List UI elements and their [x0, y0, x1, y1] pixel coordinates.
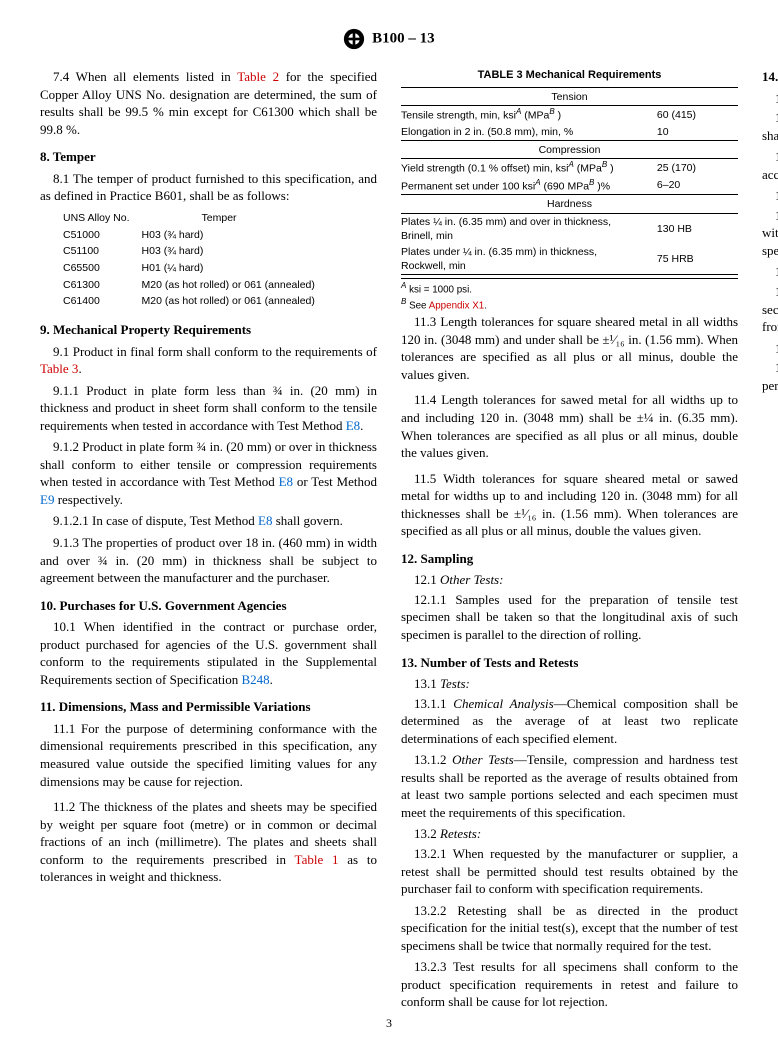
- ref-e8-2: E8: [279, 474, 293, 489]
- para-9-1-1: 9.1.1 Product in plate form less than ¾ …: [40, 382, 377, 435]
- page-header: B100 – 13: [40, 28, 738, 50]
- standard-number: B100 – 13: [372, 30, 435, 46]
- para-14-4-1: 14.4.1 The test specimen shall be of a s…: [762, 359, 778, 394]
- ref-e9: E9: [40, 492, 54, 507]
- table-3-footnotes: A ksi = 1000 psi. B See Appendix X1.: [401, 278, 738, 313]
- para-14-1-1: 14.1.1 Preparation of the test specimen …: [762, 109, 778, 144]
- para-10-1: 10.1 When identified in the contract or …: [40, 618, 377, 688]
- para-9-1: 9.1 Product in final form shall conform …: [40, 343, 377, 378]
- ref-e8-3: E8: [258, 513, 272, 528]
- para-9-1-3: 9.1.3 The properties of product over 18 …: [40, 534, 377, 587]
- astm-logo-icon: [343, 28, 365, 50]
- para-13-2-3: 13.2.3 Test results for all specimens sh…: [401, 958, 738, 1011]
- ref-appendix-x1: Appendix X1: [429, 301, 485, 312]
- para-9-1-2-1: 9.1.2.1 In case of dispute, Test Method …: [40, 512, 377, 530]
- section-8-head: 8. Temper: [40, 148, 377, 166]
- ref-e8-1: E8: [346, 418, 360, 433]
- para-13-1-1: 13.1.1 Chemical Analysis—Chemical compos…: [401, 695, 738, 748]
- para-8-1: 8.1 The temper of product furnished to t…: [40, 170, 377, 205]
- para-14-2-1: 14.2.1 The test specimens shall be prepa…: [762, 207, 778, 260]
- ref-b248: B248: [241, 672, 269, 687]
- ref-table2: Table 2: [237, 69, 279, 84]
- ref-table3: Table 3: [40, 361, 78, 376]
- para-12-1-1: 12.1.1 Samples used for the preparation …: [401, 591, 738, 644]
- para-7-4: 7.4 When all elements listed in Table 2 …: [40, 68, 377, 138]
- ref-table1: Table 1: [295, 852, 339, 867]
- section-11-head: 11. Dimensions, Mass and Permissible Var…: [40, 698, 377, 716]
- para-13-2-2: 13.2.2 Retesting shall be as directed in…: [401, 902, 738, 955]
- table-3-title: TABLE 3 Mechanical Requirements: [401, 68, 738, 83]
- para-13-2: 13.2 Retests:: [414, 825, 738, 843]
- para-11-1: 11.1 For the purpose of determining conf…: [40, 720, 377, 790]
- section-12-head: 12. Sampling: [401, 550, 738, 568]
- para-14-1-2: 14.1.2 In case of dispute, the sample pr…: [762, 148, 778, 183]
- para-11-2: 11.2 The thickness of the plates and she…: [40, 798, 377, 886]
- section-13-head: 13. Number of Tests and Retests: [401, 654, 738, 672]
- page-number: 3: [0, 1015, 778, 1031]
- table-3: TABLE 3 Mechanical Requirements Tension …: [401, 68, 738, 313]
- section-14-head: 14. Specimen Preparation: [762, 68, 778, 86]
- para-14-3-1: 14.3.1 The specimen shall be 1 in.² (645…: [762, 283, 778, 336]
- para-13-1-2: 13.1.2 Other Tests—Tensile, compression …: [401, 751, 738, 821]
- para-9-1-2: 9.1.2 Product in plate form ¾ in. (20 mm…: [40, 438, 377, 508]
- section-9-head: 9. Mechanical Property Requirements: [40, 321, 377, 339]
- para-12-1: 12.1 Other Tests:: [414, 571, 738, 589]
- para-13-1: 13.1 Tests:: [414, 675, 738, 693]
- para-11-3: 11.3 Length tolerances for square sheare…: [401, 313, 738, 383]
- para-11-4: 11.4 Length tolerances for sawed metal f…: [401, 391, 738, 461]
- para-11-5: 11.5 Width tolerances for square sheared…: [401, 470, 738, 540]
- para-13-2-1: 13.2.1 When requested by the manufacture…: [401, 845, 738, 898]
- temper-table: UNS Alloy No.Temper C51000H03 (¾ hard) C…: [61, 209, 327, 311]
- section-10-head: 10. Purchases for U.S. Government Agenci…: [40, 597, 377, 615]
